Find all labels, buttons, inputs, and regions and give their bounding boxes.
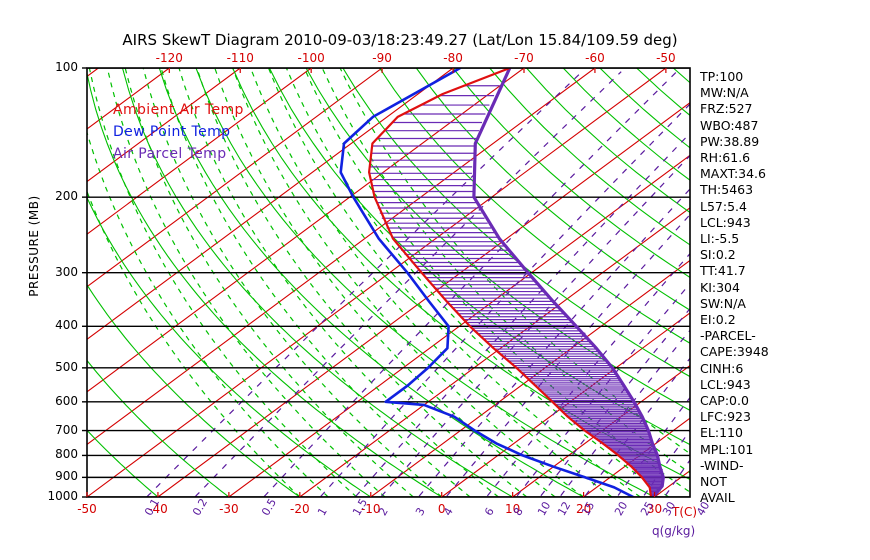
bottom-temp-tick-1: -40 xyxy=(148,502,168,516)
mixing-ratio-units-label: q(g/kg) xyxy=(652,524,696,538)
bottom-temp-tick-3: -20 xyxy=(290,502,310,516)
temperature-units-label: T(C) xyxy=(672,505,698,519)
index-item-6: MAXT:34.6 xyxy=(700,166,766,182)
pressure-axis-label: PRESSURE (MB) xyxy=(27,195,41,297)
top-temp-tick-4: -80 xyxy=(443,51,463,65)
top-temp-tick-2: -100 xyxy=(297,51,325,65)
top-temp-tick-3: -90 xyxy=(372,51,392,65)
bottom-temp-tick-6: 10 xyxy=(505,502,521,516)
bottom-temp-tick-2: -30 xyxy=(219,502,239,516)
index-item-16: -PARCEL- xyxy=(700,328,756,344)
legend-ambient-air-temp: Ambient Air Temp xyxy=(113,102,244,118)
index-item-7: TH:5463 xyxy=(700,182,754,198)
pressure-tick-5: 600 xyxy=(55,393,78,408)
index-item-17: CAPE:3948 xyxy=(700,344,769,360)
index-item-13: KI:304 xyxy=(700,279,740,295)
index-item-3: WBO:487 xyxy=(700,117,759,133)
index-item-23: MPL:101 xyxy=(700,441,754,457)
index-item-12: TT:41.7 xyxy=(700,263,746,279)
page-title: AIRS SkewT Diagram 2010-09-03/18:23:49.2… xyxy=(122,31,678,49)
bottom-temp-tick-7: 20 xyxy=(575,502,592,516)
pressure-tick-2: 300 xyxy=(55,264,78,279)
pressure-tick-0: 100 xyxy=(55,60,78,74)
top-temp-tick-0: -120 xyxy=(155,51,183,65)
index-item-10: LI:-5.5 xyxy=(700,231,740,246)
bottom-temp-tick-4: -10 xyxy=(360,502,381,516)
top-temp-tick-5: -70 xyxy=(514,51,534,65)
bottom-temp-tick-5: 0 xyxy=(437,502,446,516)
index-item-25: NOT xyxy=(700,474,727,489)
top-temp-tick-7: -50 xyxy=(656,51,676,65)
pressure-tick-1: 200 xyxy=(55,189,78,204)
bottom-temp-tick-0: -50 xyxy=(77,502,97,516)
index-item-24: -WIND- xyxy=(700,457,744,473)
index-item-19: LCL:943 xyxy=(700,376,751,392)
top-temp-tick-6: -60 xyxy=(585,51,605,65)
legend-air-parcel-temp: Air Parcel Temp xyxy=(113,146,227,162)
pressure-tick-8: 900 xyxy=(55,469,78,484)
index-item-2: FRZ:527 xyxy=(700,101,753,117)
index-item-20: CAP:0.0 xyxy=(700,393,749,408)
bottom-temp-tick-8: 30 xyxy=(646,502,663,516)
pressure-tick-4: 500 xyxy=(55,359,78,374)
index-item-0: TP:100 xyxy=(700,69,744,84)
pressure-tick-7: 800 xyxy=(55,447,78,462)
index-item-4: PW:38.89 xyxy=(700,133,760,149)
index-item-26: AVAIL xyxy=(700,490,735,506)
pressure-tick-6: 700 xyxy=(55,422,78,437)
top-temp-tick-1: -110 xyxy=(226,51,254,65)
index-item-9: LCL:943 xyxy=(700,214,751,230)
pressure-tick-3: 400 xyxy=(55,318,78,333)
index-item-18: CINH:6 xyxy=(700,360,744,376)
index-item-8: L57:5.4 xyxy=(700,198,747,214)
index-item-21: LFC:923 xyxy=(700,409,751,425)
index-item-1: MW:N/A xyxy=(700,85,749,101)
index-item-11: SI:0.2 xyxy=(700,247,736,263)
index-item-22: EL:110 xyxy=(700,425,743,441)
index-item-14: SW:N/A xyxy=(700,295,746,311)
index-item-15: EI:0.2 xyxy=(700,312,736,327)
pressure-tick-9: 1000 xyxy=(47,489,78,503)
index-item-5: RH:61.6 xyxy=(700,150,751,165)
legend-dew-point-temp: Dew Point Temp xyxy=(113,124,231,140)
